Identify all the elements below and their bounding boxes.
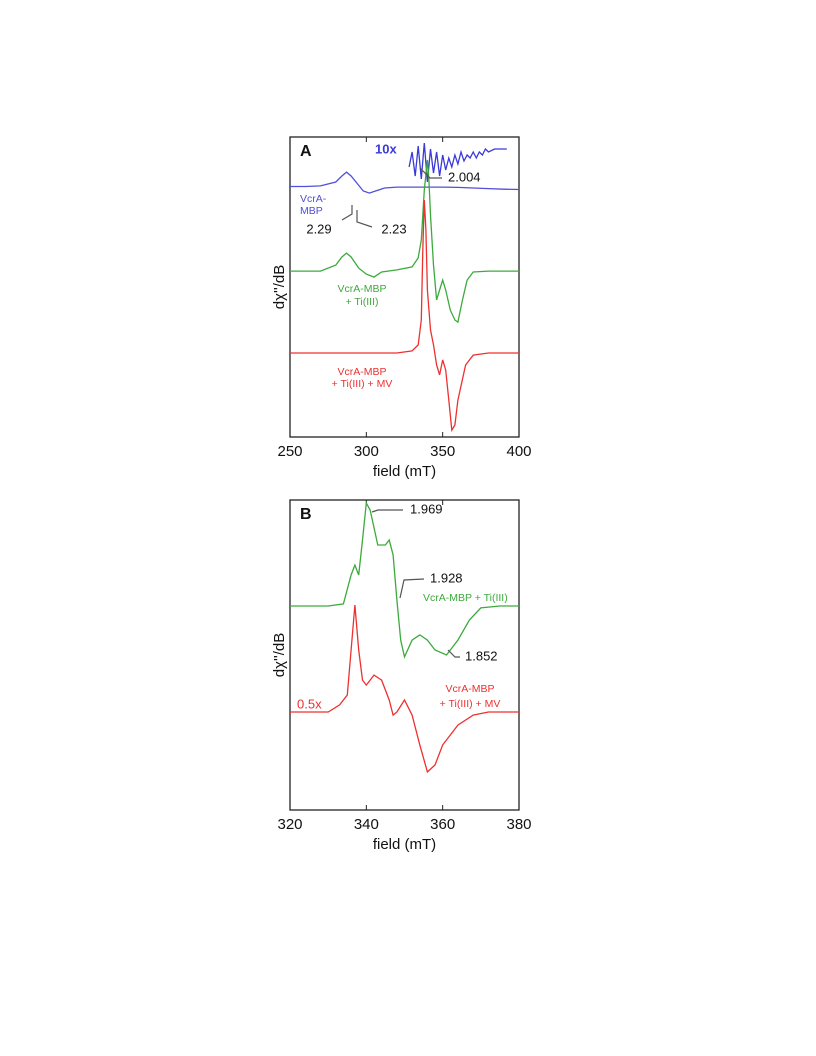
panel: 250 300 350 400 field (mT) dχ''/dB A VcrA-MBP 10…: [271, 136, 532, 480]
series-label: MBP: [300, 205, 323, 217]
leader-line: [419, 167, 442, 179]
spectrum-line: [408, 142, 507, 183]
y-axis-label: dχ''/dB: [271, 633, 288, 677]
annotation: 2.29: [306, 221, 331, 236]
series-label: VcrA-MBP: [337, 283, 386, 295]
x-tick-label: 350: [430, 443, 455, 460]
spectrum-line: [290, 500, 519, 659]
leader-line: [341, 205, 353, 221]
annotation: 1.928: [430, 570, 463, 585]
series-label: VcrA-: [300, 193, 327, 205]
series-label: VcrA-MBP: [337, 366, 386, 378]
series-label: VcrA-MBP: [445, 683, 494, 695]
x-tick-label: 380: [506, 816, 531, 833]
leader-line: [371, 509, 403, 513]
spectrum-line: [290, 160, 519, 324]
panel-label: B: [300, 506, 312, 523]
series-label: + Ti(III) + MV: [440, 698, 501, 710]
panel-label: A: [300, 143, 312, 160]
x-axis-label: field (mT): [373, 463, 436, 480]
x-tick-label: 360: [430, 816, 455, 833]
series-label: VcrA-MBP + Ti(III): [423, 592, 508, 604]
series-label: + Ti(III): [346, 296, 379, 308]
x-tick-label: 300: [354, 443, 379, 460]
y-axis-label: dχ''/dB: [271, 265, 288, 309]
annotation: 2.004: [448, 169, 481, 184]
annotation: 1.852: [465, 648, 498, 663]
x-axis-label: field (mT): [373, 836, 436, 853]
x-tick-label: 400: [506, 443, 531, 460]
series-label: 10x: [375, 141, 397, 156]
series-label: + Ti(III) + MV: [332, 378, 393, 390]
spectrum-line: [290, 171, 520, 194]
x-tick-label: 250: [277, 443, 302, 460]
panel: 320 340 360 380 field (mT) dχ''/dB B VcrA-MBP +…: [271, 499, 532, 853]
leader-line: [399, 578, 425, 599]
x-tick-label: 340: [354, 816, 379, 833]
annotation: 1.969: [410, 501, 443, 516]
x-tick-label: 320: [277, 816, 302, 833]
plot-frame: [289, 136, 520, 438]
leader-line: [447, 649, 460, 658]
spectrum-line: [290, 199, 519, 433]
leader-line: [356, 210, 373, 228]
annotation: 2.23: [381, 221, 406, 236]
annotation: 0.5x: [297, 696, 322, 711]
plot-frame: [289, 499, 520, 811]
spectrum-line: [290, 605, 519, 774]
